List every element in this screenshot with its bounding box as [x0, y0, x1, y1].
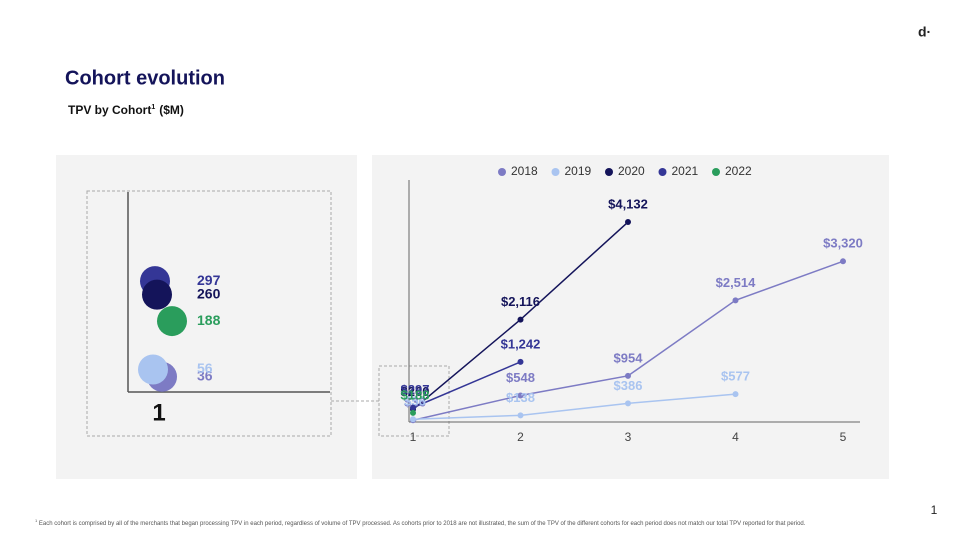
data-point [732, 391, 739, 398]
page-number: 1 [931, 503, 938, 517]
x-tick-label: 3 [625, 430, 632, 444]
data-label: $2,514 [716, 275, 757, 290]
legend-label: 2022 [725, 164, 752, 178]
data-point [517, 392, 524, 399]
inset-frame [86, 190, 332, 437]
x-tick-label: 1 [410, 430, 417, 444]
legend-label: 2020 [618, 164, 645, 178]
data-point [410, 409, 416, 416]
data-label: $4,132 [608, 196, 648, 211]
legend-dot [712, 168, 720, 176]
x-tick-label: 5 [840, 430, 847, 444]
inset-label: 260 [197, 285, 221, 301]
data-point [410, 416, 416, 423]
footnote: 1 Each cohort is comprised by all of the… [35, 517, 865, 528]
data-point [840, 258, 846, 265]
inset-label: 297 [197, 272, 221, 288]
data-point [517, 412, 524, 419]
logo: d· [918, 24, 931, 40]
footnote-marker: 1 [35, 518, 38, 523]
legend-label: 2018 [511, 164, 538, 178]
data-label: $3,320 [823, 236, 863, 251]
inset-point [157, 306, 187, 337]
data-label: $1,242 [501, 336, 541, 351]
x-tick-label: 4 [732, 430, 739, 444]
data-label: $297 [401, 382, 430, 397]
subtitle-note: 1 [151, 104, 155, 111]
legend-label: 2019 [565, 164, 592, 178]
inset-point [142, 279, 172, 310]
legend-dot [605, 168, 613, 176]
main-panel [372, 155, 889, 479]
data-point [517, 316, 524, 323]
series-line [412, 393, 736, 421]
inset-label: 188 [197, 312, 221, 328]
data-point [410, 404, 416, 411]
inset-panel [56, 155, 357, 479]
legend-dot [551, 168, 560, 176]
data-label: $2,116 [501, 294, 540, 309]
data-point [732, 297, 739, 304]
legend-label: 2021 [672, 164, 699, 178]
data-label: $138 [506, 390, 535, 405]
data-label: $260 [401, 384, 430, 399]
data-label: $386 [614, 378, 643, 393]
inset-label: 36 [197, 368, 213, 384]
data-label: $188 [401, 387, 430, 402]
footnote-text: Each cohort is comprised by all of the m… [38, 521, 806, 527]
data-point [517, 358, 524, 365]
data-point [625, 219, 631, 226]
chart-subtitle: TPV by Cohort1 ($M) [68, 103, 184, 117]
data-label: $954 [614, 350, 644, 365]
inset-point [138, 354, 168, 385]
data-label: $56 [404, 394, 426, 409]
chart-title: Cohort evolution [65, 67, 225, 89]
data-label: $36 [404, 395, 426, 410]
series-line [412, 361, 521, 409]
data-point [625, 372, 631, 379]
subtitle-text: TPV by Cohort [68, 103, 151, 117]
inset-x-tick-label: 1 [152, 399, 165, 426]
data-point [625, 400, 631, 407]
data-label: $548 [506, 370, 535, 385]
legend-dot [498, 168, 506, 176]
inset-label: 56 [197, 360, 213, 376]
legend-dot [658, 168, 667, 176]
data-label: $577 [721, 369, 750, 384]
x-tick-label: 2 [517, 430, 524, 444]
subtitle-unit: ($M) [159, 103, 184, 117]
